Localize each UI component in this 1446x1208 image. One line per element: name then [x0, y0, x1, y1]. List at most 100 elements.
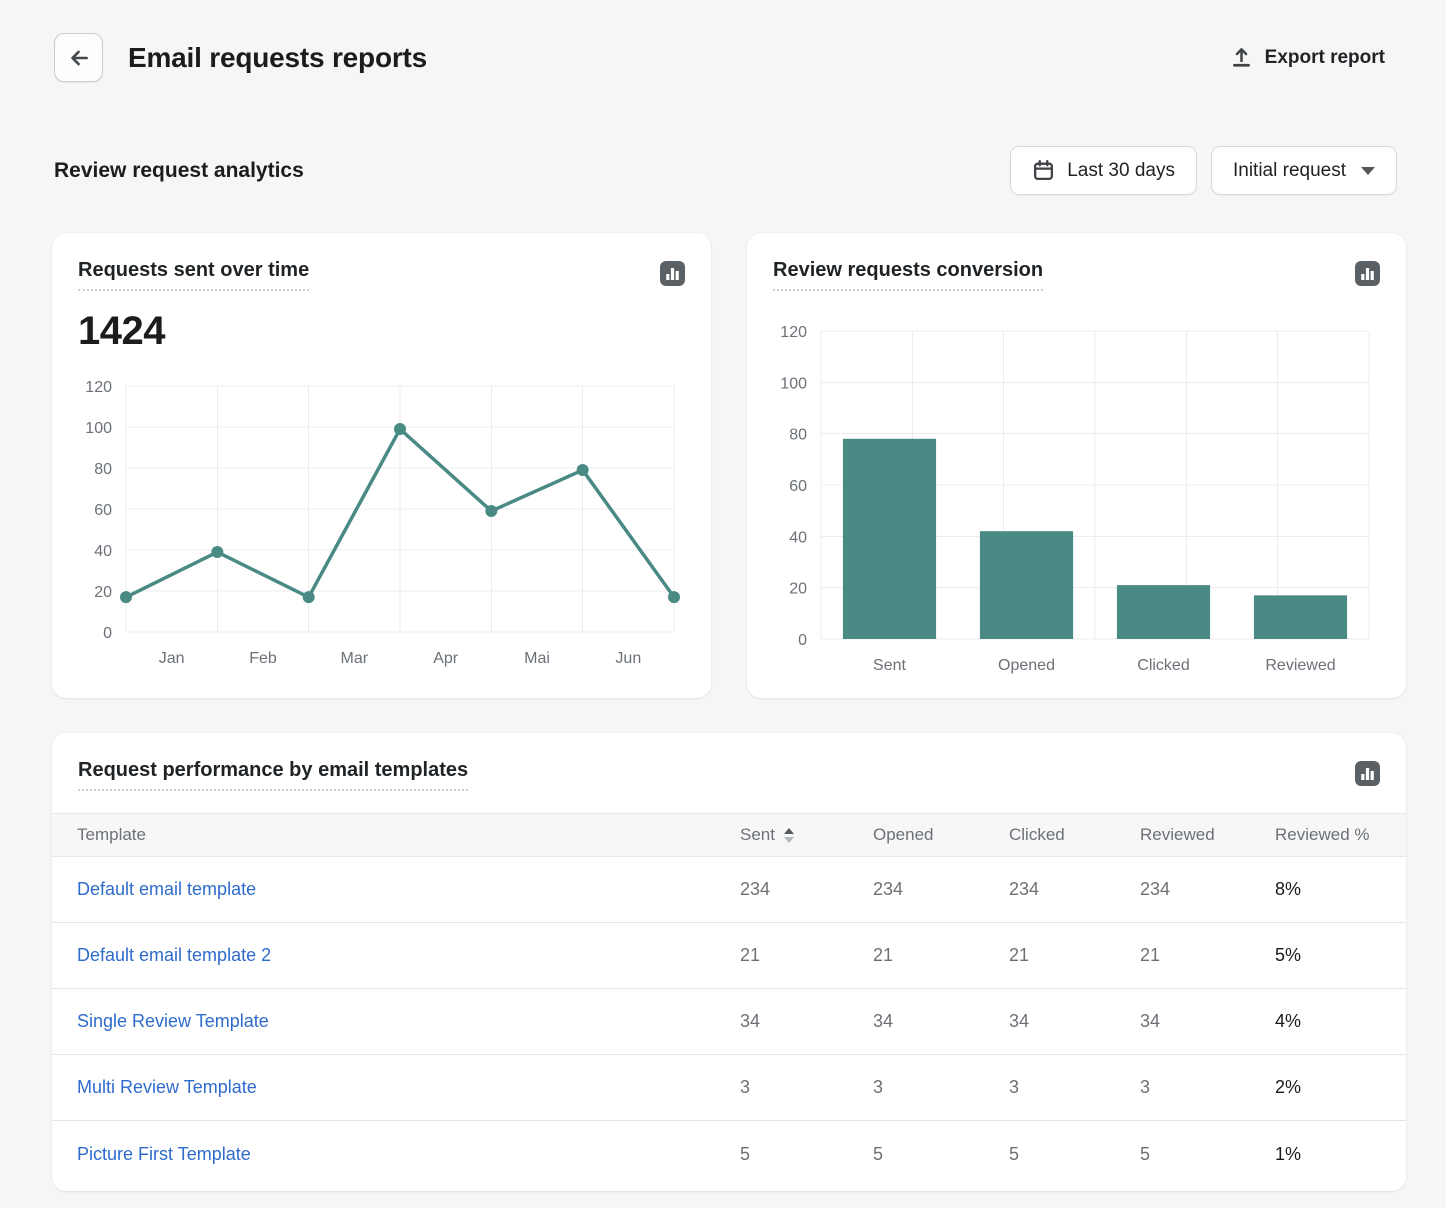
table-title[interactable]: Request performance by email templates	[78, 759, 469, 791]
bar-data-point[interactable]	[1116, 585, 1211, 639]
x-axis-label: Opened	[998, 657, 1055, 674]
template-link[interactable]: Single Review Template	[77, 1011, 269, 1031]
line-data-point[interactable]	[576, 464, 589, 477]
column-chart-icon	[1361, 768, 1374, 780]
line-data-point[interactable]	[485, 505, 498, 518]
bar-data-point[interactable]	[842, 438, 937, 639]
sent-value: 5	[740, 1143, 751, 1164]
export-icon	[1232, 48, 1250, 67]
bar-chart-toggle-icon[interactable]	[1355, 261, 1380, 286]
requests-sent-card-title[interactable]: Requests sent over time	[78, 259, 310, 291]
clicked-value: 3	[1009, 1077, 1020, 1097]
opened-value: 3	[873, 1077, 884, 1097]
clicked-value: 5	[1009, 1143, 1020, 1164]
x-axis-label: Reviewed	[1265, 657, 1335, 674]
top-bar: Email requests reports Export report	[0, 0, 1446, 82]
requests-conversion-bar-chart: 0 20 40 60 80 100 120 Sent Opened Clicked Reviewed	[780, 324, 1370, 674]
line-data-point[interactable]	[120, 591, 132, 604]
table-row: Default email template 234 234 234 234 8%	[52, 857, 1406, 923]
column-header-opened: Opened	[873, 825, 934, 844]
date-range-filter-button[interactable]: Last 30 days	[1010, 146, 1197, 195]
template-link[interactable]: Picture First Template	[77, 1143, 251, 1164]
table-head: Request performance by email templates	[52, 759, 1406, 791]
controls-row: Review request analytics Last 30 days In…	[0, 146, 1446, 195]
chevron-down-icon	[1361, 166, 1375, 175]
date-range-label: Last 30 days	[1067, 159, 1175, 181]
reviewed-value: 21	[1140, 945, 1161, 965]
reviewed-pct-value: 4%	[1275, 1011, 1302, 1031]
table-body: Default email template 234 234 234 234 8% Defa…	[52, 857, 1406, 1187]
calendar-icon	[1034, 159, 1054, 181]
bar-data-point[interactable]	[1253, 595, 1348, 639]
y-axis-tick-label: 120	[780, 324, 807, 341]
table-header-row: Template Sent Opened Clicked Reviewed Re…	[52, 813, 1406, 857]
back-button[interactable]	[54, 33, 103, 82]
request-type-label: Initial request	[1232, 159, 1346, 181]
back-arrow-icon	[70, 50, 88, 65]
reviewed-pct-value: 2%	[1275, 1077, 1302, 1097]
table-row: Default email template 2 21 21 21 21 5%	[52, 923, 1406, 989]
line-data-point[interactable]	[211, 546, 224, 559]
reviewed-pct-value: 1%	[1275, 1143, 1302, 1164]
column-chart-icon	[1361, 268, 1374, 280]
reviewed-pct-value: 8%	[1275, 879, 1302, 899]
bar-chart-toggle-icon[interactable]	[1355, 761, 1380, 786]
x-axis-label: Sent	[873, 657, 906, 674]
request-type-dropdown[interactable]: Initial request	[1210, 146, 1397, 195]
opened-value: 34	[873, 1011, 894, 1031]
y-axis-tick-label: 80	[94, 461, 112, 478]
y-axis-tick-label: 120	[85, 379, 112, 396]
template-link[interactable]: Multi Review Template	[77, 1077, 257, 1097]
y-axis-tick-label: 0	[798, 632, 807, 649]
column-header-reviewed: Reviewed	[1140, 825, 1215, 844]
template-performance-card: Request performance by email templates T…	[52, 733, 1406, 1191]
x-axis-label: Jan	[159, 650, 185, 667]
requests-sent-total: 1424	[78, 309, 165, 353]
x-axis-label: Feb	[249, 650, 277, 667]
x-axis-label: Jun	[615, 650, 641, 667]
template-link[interactable]: Default email template 2	[77, 945, 272, 965]
template-link[interactable]: Default email template	[77, 879, 257, 899]
bar-data-point[interactable]	[979, 531, 1074, 639]
opened-value: 21	[873, 945, 894, 965]
column-header-clicked: Clicked	[1009, 825, 1065, 844]
clicked-value: 21	[1009, 945, 1030, 965]
opened-value: 5	[873, 1143, 884, 1164]
column-header-reviewed-pct: Reviewed %	[1275, 825, 1370, 844]
line-data-point[interactable]	[302, 591, 315, 604]
table-row: Multi Review Template 3 3 3 3 2%	[52, 1055, 1406, 1121]
column-chart-icon	[666, 268, 679, 280]
reviewed-value: 234	[1140, 879, 1171, 899]
export-report-button[interactable]: Export report	[1229, 45, 1385, 70]
x-axis-label: Apr	[433, 650, 459, 667]
line-data-point[interactable]	[668, 591, 680, 604]
reviewed-value: 34	[1140, 1011, 1161, 1031]
filter-group: Last 30 days Initial request	[1010, 146, 1397, 195]
sent-value: 234	[740, 879, 771, 899]
requests-conversion-card: Review requests conversion 0 20 40 60 80 100 1…	[747, 233, 1406, 698]
sent-value: 3	[740, 1077, 751, 1097]
column-header-sent[interactable]: Sent	[740, 825, 873, 845]
page-title: Email requests reports	[128, 41, 428, 73]
clicked-value: 34	[1009, 1011, 1030, 1031]
sort-icon	[783, 827, 794, 843]
opened-value: 234	[873, 879, 904, 899]
card-head: Review requests conversion	[773, 259, 1380, 291]
clicked-value: 234	[1009, 879, 1040, 899]
requests-sent-card: Requests sent over time 1424 0 20 40 60 80 10…	[52, 233, 711, 698]
table-row: Picture First Template 5 5 5 5 1%	[52, 1121, 1406, 1187]
sent-value: 34	[740, 1011, 761, 1031]
requests-conversion-card-title[interactable]: Review requests conversion	[773, 259, 1044, 291]
section-title: Review request analytics	[54, 158, 304, 182]
column-header-template: Template	[77, 825, 146, 844]
y-axis-tick-label: 60	[789, 478, 807, 495]
reviewed-value: 3	[1140, 1077, 1151, 1097]
line-data-point[interactable]	[394, 423, 406, 436]
bar-chart-toggle-icon[interactable]	[660, 261, 685, 286]
sent-value: 21	[740, 945, 761, 965]
y-axis-tick-label: 80	[789, 427, 807, 444]
y-axis-tick-label: 20	[94, 584, 112, 601]
y-axis-tick-label: 100	[780, 375, 807, 392]
reviewed-pct-value: 5%	[1275, 945, 1302, 965]
